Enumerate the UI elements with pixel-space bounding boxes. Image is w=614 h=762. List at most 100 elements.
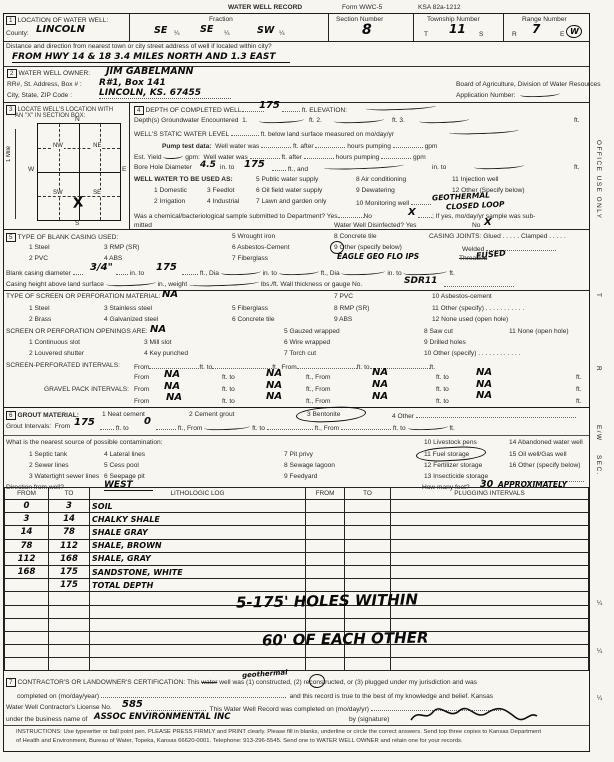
table-row: 14 78 SHALE GRAY [4, 525, 589, 540]
table-row: 168 175 SANDSTONE, WHITE [4, 564, 589, 580]
section3-title2: AN "X" IN SECTION BOX: [15, 113, 86, 119]
fraction-3: SW [257, 25, 275, 36]
map-w-label: W [28, 166, 35, 173]
feet-note: APPROXIMATELY [498, 480, 568, 489]
groundwater-line: Depth(s) Groundwater Encountered 1. [134, 117, 248, 124]
contamination-option: 8 Sewage lagoon [284, 462, 335, 469]
township-label: Township Number [427, 16, 480, 23]
office-use-only-label: OFFICE USE ONLY [595, 140, 602, 220]
pen-scribble [519, 90, 561, 98]
screen-option: 10 Asbestos-cement [432, 293, 492, 300]
holes-note-2: 60' OF EACH OTHER [261, 628, 429, 650]
use-option: 4 Industrial [207, 198, 240, 205]
license-line: Water Well Contractor's License No. [6, 704, 112, 711]
screen-option: 7 PVC [334, 293, 354, 300]
screen-option: 9 ABS [334, 316, 353, 323]
section2-number: 2 [7, 69, 17, 79]
business-name-label: under the business name of [6, 716, 88, 723]
section7-number: 7 [6, 678, 16, 688]
openings-title: SCREEN OR PERFORATION OPENINGS ARE: [6, 328, 148, 335]
contamination-option: 14 Abandoned water well [509, 439, 583, 446]
quarter-2: ¼ [224, 30, 230, 37]
na-value: NA [476, 390, 493, 401]
casing-option: 5 Wrought iron [232, 233, 276, 240]
opening-option: 1 Continuous slot [29, 339, 80, 346]
screen-option: 11 Other (specify) . . . . . . . . . . . [432, 305, 525, 312]
screen-option: 3 Stainless steel [104, 305, 153, 312]
opening-option: 5 Gauzed wrapped [284, 328, 340, 335]
form-title: WATER WELL RECORD [228, 4, 303, 11]
section5-title: 5 TYPE OF BLANK CASING USED: [6, 233, 118, 243]
na-value: NA [372, 391, 389, 402]
margin-t-label: T [595, 293, 602, 299]
table-row [4, 591, 589, 606]
pen-circle-range-w [565, 24, 583, 39]
screen-option: 6 Concrete tile [232, 316, 275, 323]
table-row: 112 168 SHALE, GRAY [4, 551, 589, 566]
opening-option: 4 Key punched [144, 350, 188, 357]
grout-option: 2 Cement grout [189, 411, 235, 418]
na-value: NA [476, 367, 493, 378]
opening-option: 8 Saw cut [424, 328, 453, 335]
use-option: 7 Lawn and garden only [256, 198, 327, 205]
casing-fused-value: FUSED [475, 248, 507, 261]
one-mile-label: 1 Mile [6, 146, 12, 163]
sample-no-x: X [408, 207, 416, 218]
screen-intervals-label: SCREEN-PERFORATED INTERVALS: [6, 362, 120, 369]
casing-height-line: Casing height above land surface in., we… [6, 278, 362, 289]
margin-quarter-2: ¼ [596, 648, 603, 657]
use-other-value-2: CLOSED LOOP [445, 199, 505, 212]
map-e-label: E [122, 166, 127, 173]
grout-intervals-line: Grout Intervals: From [6, 423, 71, 430]
mile-arrow-line [15, 129, 16, 219]
pen-scribble-elevation [365, 102, 437, 112]
na-value: NA [372, 367, 389, 378]
depth-value: 175 [259, 100, 280, 111]
certification-line1: 7 CONTRACTOR'S OR LANDOWNER'S CERTIFICATI… [6, 678, 477, 688]
na-value: NA [164, 381, 181, 392]
casing-option: 1 Steel [29, 244, 50, 251]
casing-option: 3 RMP (SR) [104, 244, 140, 251]
use-option: 10 Monitoring well [356, 198, 431, 208]
disinfected-no: No [472, 222, 481, 229]
use-option: 8 Air conditioning [356, 176, 407, 183]
casing-option: 9 Other (specify below) [334, 244, 402, 251]
feet-value: 30 [480, 479, 494, 490]
circled-constructed-1: (1) [246, 679, 255, 686]
use-option: 6 Oil field water supply [256, 187, 323, 194]
distance-value: FROM HWY 14 & 18 3.4 MILES NORTH AND 1.3… [12, 52, 290, 63]
range-value: 7 [532, 22, 541, 36]
screen-material-title: TYPE OF SCREEN OR PERFORATION MATERIAL: [6, 293, 161, 300]
table-row: 3 14 CHALKY SHALE [4, 512, 589, 527]
table-row [4, 630, 589, 646]
section-box-map: NW NE SW SE X [37, 123, 121, 221]
fraction-2: SE [200, 24, 214, 35]
section-number-value: 8 [362, 22, 372, 38]
board-label: Board of Agriculture, Division of Water … [456, 81, 601, 88]
casing-other-value: EAGLE GEO FLO IPS [337, 252, 420, 261]
screen-option: 4 Galvanized steel [104, 316, 159, 323]
contamination-option: 1 Septic tank [29, 451, 68, 458]
pen-circle-fuel-storage [415, 445, 487, 463]
contamination-option: 10 Livestock pens [424, 439, 477, 446]
grout-title: 6 GROUT MATERIAL: [6, 411, 79, 421]
na-value: NA [476, 379, 493, 390]
casing-diameter-value: 3/4" [90, 262, 113, 273]
margin-quarter-1: ¼ [596, 600, 603, 609]
opening-option: 10 Other (specify) . . . . . . . . . . .… [424, 350, 521, 357]
table-row [4, 604, 589, 619]
casing-diameter-line: Blank casing diameter [6, 268, 83, 278]
application-number-label: Application Number: [456, 92, 516, 99]
form-number: Form WWC-5 [342, 4, 383, 11]
owner-city-value: LINCOLN, KS. 67455 [99, 88, 232, 99]
screen-option: 2 Brass [29, 316, 52, 323]
range-w-circled: W [570, 27, 579, 36]
form-body: 1 LOCATION OF WATER WELL: County: LINCOLN… [3, 13, 601, 752]
elevation-label: ELEVATION: [309, 107, 348, 114]
county-label: County: [6, 30, 29, 37]
bore-diameter-value: 4.5 [200, 160, 216, 170]
map-center-hline [38, 172, 120, 174]
section3-number: 3 [6, 105, 16, 116]
use-option: 11 Injection well [452, 176, 499, 183]
